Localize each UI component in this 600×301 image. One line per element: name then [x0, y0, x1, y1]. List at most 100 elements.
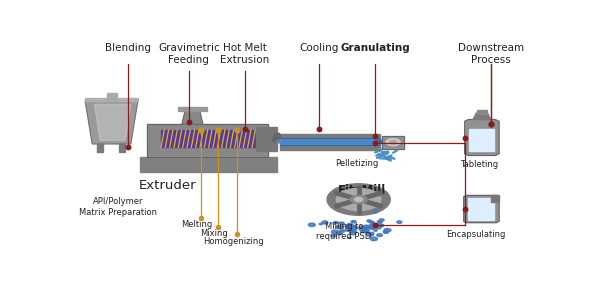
- Polygon shape: [97, 144, 103, 152]
- Polygon shape: [256, 126, 277, 151]
- Circle shape: [350, 195, 367, 204]
- Text: Pelletizing: Pelletizing: [335, 159, 378, 168]
- Polygon shape: [85, 101, 138, 144]
- Circle shape: [379, 219, 384, 221]
- Circle shape: [389, 140, 397, 144]
- Circle shape: [351, 221, 356, 223]
- Circle shape: [369, 232, 374, 235]
- Circle shape: [340, 230, 345, 232]
- Polygon shape: [280, 134, 380, 138]
- Text: Downstream
Process: Downstream Process: [458, 43, 524, 65]
- Circle shape: [345, 228, 351, 231]
- Text: Mixing: Mixing: [200, 229, 227, 238]
- Text: Tableting: Tableting: [460, 160, 499, 169]
- Polygon shape: [473, 113, 491, 119]
- Polygon shape: [182, 110, 203, 124]
- Circle shape: [384, 228, 391, 232]
- Circle shape: [340, 222, 344, 224]
- Circle shape: [376, 224, 383, 227]
- Text: Granulating: Granulating: [340, 43, 410, 53]
- Text: Hot Melt
Extrusion: Hot Melt Extrusion: [220, 43, 269, 65]
- Circle shape: [337, 188, 381, 211]
- Circle shape: [377, 221, 381, 222]
- Circle shape: [337, 232, 340, 234]
- Polygon shape: [464, 195, 499, 223]
- Circle shape: [327, 184, 390, 215]
- Text: Blending: Blending: [106, 43, 151, 53]
- Polygon shape: [95, 104, 131, 140]
- Circle shape: [345, 225, 349, 228]
- Circle shape: [331, 234, 336, 237]
- Circle shape: [386, 139, 400, 146]
- Circle shape: [319, 223, 322, 225]
- Circle shape: [370, 222, 374, 224]
- Circle shape: [347, 224, 353, 227]
- Circle shape: [359, 226, 364, 228]
- Polygon shape: [161, 130, 256, 147]
- Circle shape: [347, 225, 351, 227]
- Circle shape: [364, 229, 368, 231]
- Polygon shape: [469, 198, 494, 220]
- Circle shape: [377, 225, 380, 227]
- Text: Melting: Melting: [181, 220, 212, 229]
- Circle shape: [348, 227, 355, 231]
- Polygon shape: [272, 133, 282, 141]
- Polygon shape: [469, 129, 494, 151]
- Polygon shape: [464, 119, 499, 156]
- Polygon shape: [119, 144, 125, 152]
- Circle shape: [379, 221, 382, 223]
- Circle shape: [331, 230, 338, 234]
- Circle shape: [361, 231, 365, 233]
- Circle shape: [383, 231, 388, 233]
- Polygon shape: [140, 157, 277, 172]
- Circle shape: [350, 225, 357, 229]
- Ellipse shape: [277, 140, 283, 143]
- Text: FitzMill: FitzMill: [338, 185, 386, 197]
- Text: Encapsulating: Encapsulating: [446, 230, 506, 239]
- Polygon shape: [280, 138, 380, 145]
- Circle shape: [334, 222, 338, 224]
- Polygon shape: [382, 136, 404, 148]
- Text: Extruder: Extruder: [139, 179, 197, 192]
- Polygon shape: [477, 110, 487, 114]
- Circle shape: [348, 237, 351, 238]
- Circle shape: [337, 225, 344, 229]
- Circle shape: [385, 232, 388, 233]
- Circle shape: [372, 224, 377, 227]
- Circle shape: [308, 223, 315, 227]
- Circle shape: [359, 228, 365, 231]
- Circle shape: [371, 227, 376, 228]
- Circle shape: [367, 220, 370, 222]
- Circle shape: [374, 230, 377, 231]
- Circle shape: [377, 227, 380, 229]
- Circle shape: [350, 229, 356, 232]
- Circle shape: [363, 225, 369, 228]
- Circle shape: [364, 226, 371, 230]
- Circle shape: [371, 228, 374, 229]
- Polygon shape: [85, 98, 138, 101]
- Ellipse shape: [377, 140, 382, 143]
- Text: Milling to
required PSD: Milling to required PSD: [316, 222, 371, 241]
- Polygon shape: [147, 124, 268, 157]
- Circle shape: [350, 231, 356, 235]
- Text: Homogenizing: Homogenizing: [203, 237, 263, 246]
- Polygon shape: [491, 195, 499, 202]
- Circle shape: [369, 224, 376, 228]
- Circle shape: [333, 222, 336, 224]
- Text: Gravimetric
Feeding: Gravimetric Feeding: [158, 43, 220, 65]
- Circle shape: [348, 229, 352, 231]
- Circle shape: [368, 220, 372, 222]
- Circle shape: [370, 237, 377, 241]
- Circle shape: [355, 197, 363, 202]
- Circle shape: [337, 232, 343, 235]
- Text: Cooling: Cooling: [299, 43, 339, 53]
- Circle shape: [377, 234, 382, 237]
- Circle shape: [322, 221, 328, 224]
- Text: API/Polymer
Matrix Preparation: API/Polymer Matrix Preparation: [79, 197, 157, 217]
- Polygon shape: [280, 145, 380, 150]
- Circle shape: [397, 221, 402, 223]
- Circle shape: [373, 211, 377, 213]
- Polygon shape: [178, 107, 206, 111]
- Circle shape: [362, 229, 369, 233]
- Circle shape: [350, 225, 355, 228]
